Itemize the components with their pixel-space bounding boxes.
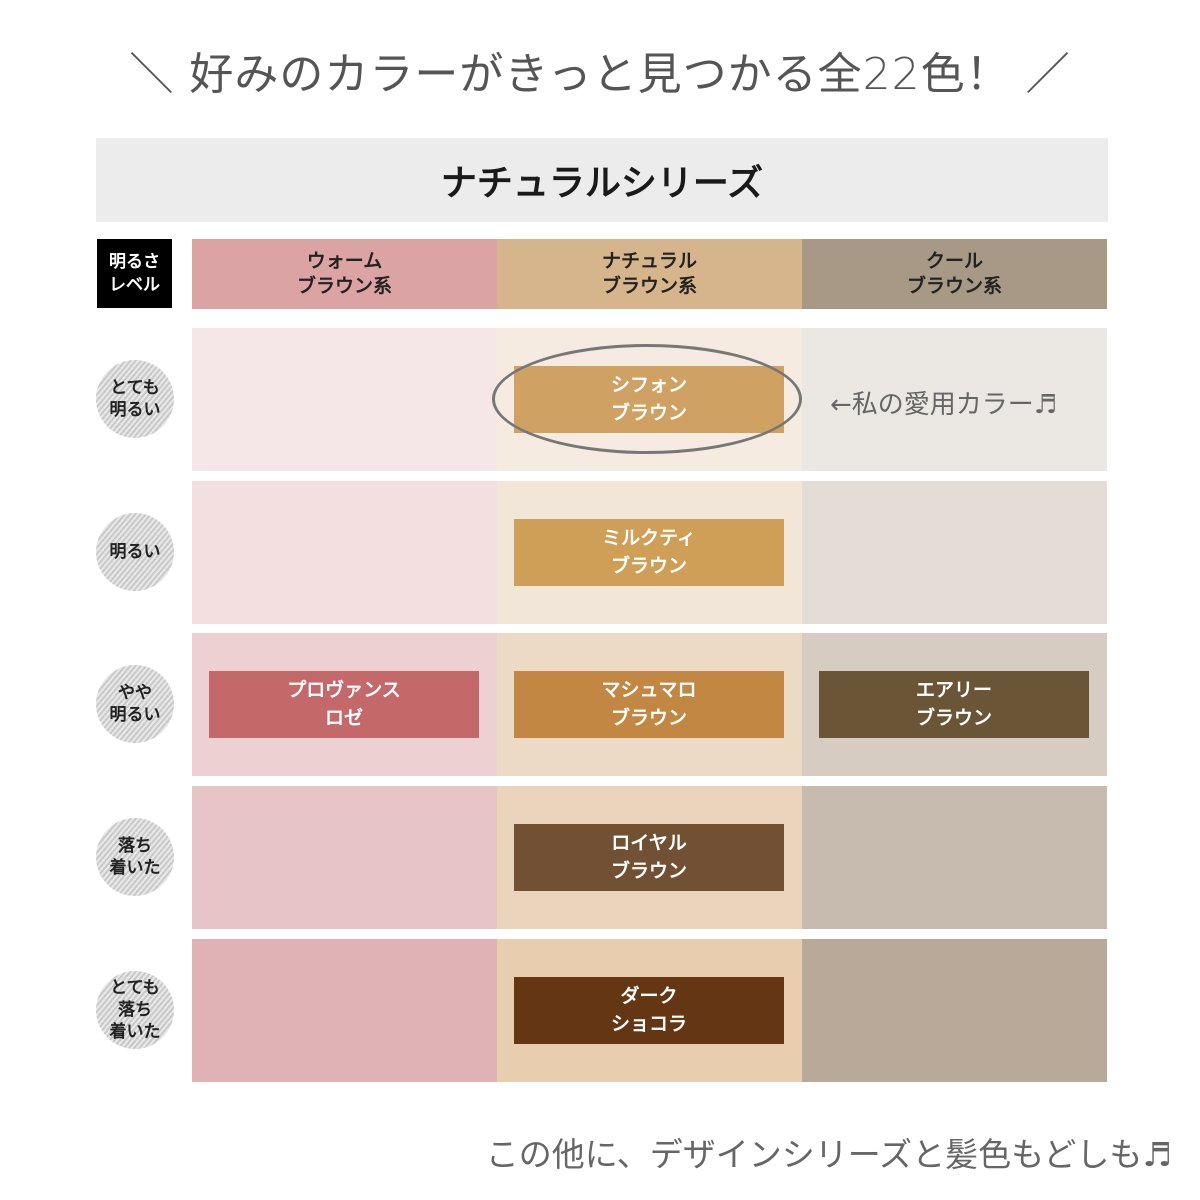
color-swatch: マシュマロ ブラウン [514,671,784,738]
grid-cell [192,328,497,471]
grid-cell [802,786,1107,929]
favorite-note: ←私の愛用カラー♬ [830,390,1058,420]
favorite-highlight-ellipse [492,344,802,454]
color-swatch: プロヴァンス ロゼ [209,671,479,738]
grid-cell: プロヴァンス ロゼ [192,633,497,776]
series-title: ナチュラルシリーズ [96,138,1108,222]
color-swatch: ダーク ショコラ [514,977,784,1044]
brightness-level-badge: 落ち 着いた [96,818,174,896]
column-header: ウォーム ブラウン系 [192,239,497,309]
column-header: クール ブラウン系 [802,239,1107,309]
grid-cell [192,786,497,929]
color-swatch: エアリー ブラウン [819,671,1089,738]
grid-cell: ロイヤル ブラウン [497,786,802,929]
headline: ＼ 好みのカラーがきっと見つかる全22色！ ／ [129,49,1071,100]
grid-cell [802,328,1107,471]
brightness-level-badge: やや 明るい [96,665,174,743]
column-header: ナチュラル ブラウン系 [497,239,802,309]
color-swatch: ロイヤル ブラウン [514,824,784,891]
brightness-level-badge: 明るい [96,513,174,591]
grid-cell: エアリー ブラウン [802,633,1107,776]
brightness-level-header: 明るさ レベル [97,239,172,308]
color-swatch: ミルクティ ブラウン [514,519,784,586]
grid-cell [192,481,497,624]
grid-cell [802,939,1107,1082]
grid-cell: マシュマロ ブラウン [497,633,802,776]
grid-cell: ミルクティ ブラウン [497,481,802,624]
brightness-level-badge: とても 明るい [96,360,174,438]
footer-note: この他に、デザインシリーズと髪色もどしも♬ [485,1135,1172,1174]
grid-cell [192,939,497,1082]
brightness-level-label: 明るさ レベル [109,251,160,295]
grid-cell [802,481,1107,624]
brightness-level-badge: とても 落ち 着いた [96,971,174,1049]
grid-cell: ダーク ショコラ [497,939,802,1082]
